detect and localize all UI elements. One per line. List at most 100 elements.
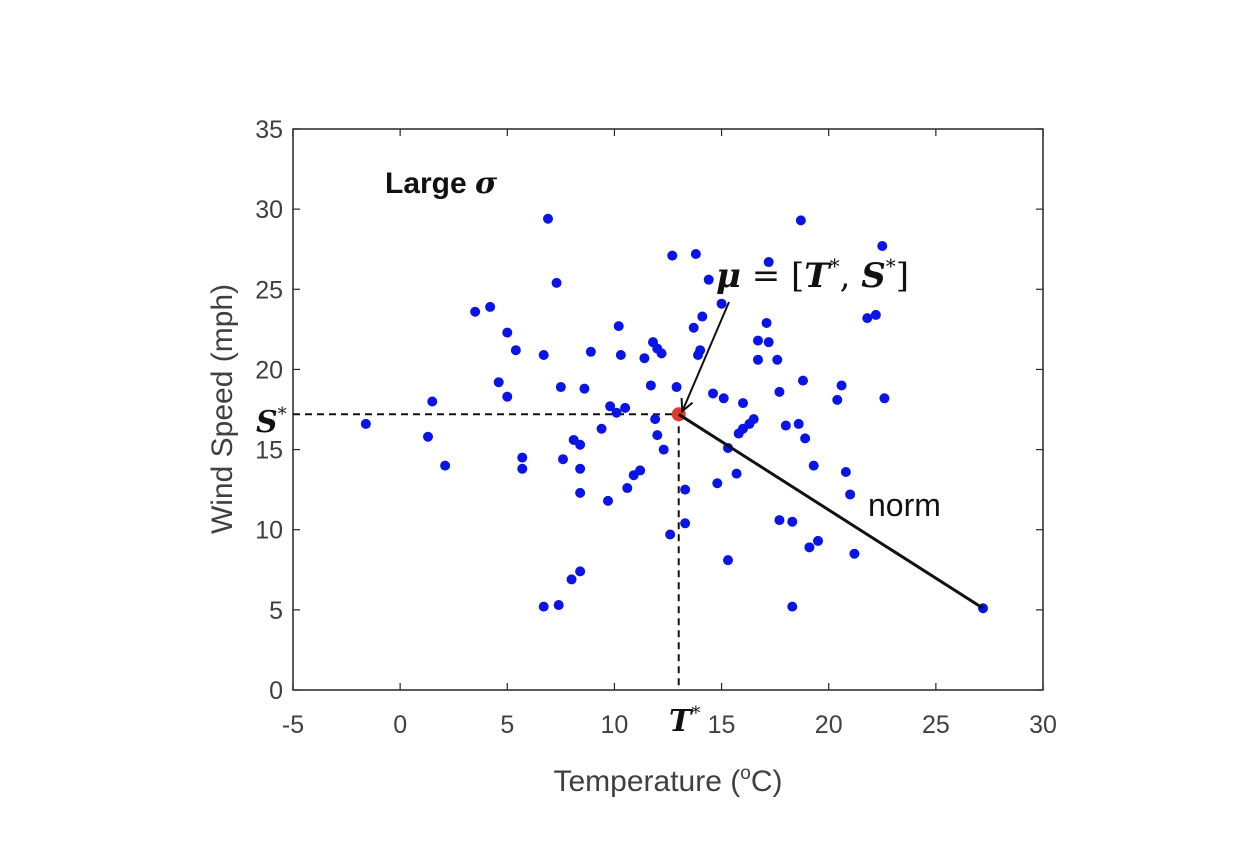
plot-frame xyxy=(292,128,1044,691)
data-point xyxy=(493,377,504,388)
data-point xyxy=(543,213,553,224)
data-point xyxy=(555,382,566,393)
data-point xyxy=(813,535,823,546)
data-point xyxy=(502,327,513,338)
data-point xyxy=(639,353,650,364)
data-point xyxy=(650,414,661,425)
data-point xyxy=(585,346,596,357)
x-tick-label: 10 xyxy=(601,711,629,739)
data-point xyxy=(605,401,616,412)
data-point xyxy=(360,418,371,429)
data-point xyxy=(575,439,586,450)
data-point xyxy=(622,483,633,494)
axis-ticks: -5 0 5 10 15 20 25 30 0 5 10 15 20 25 30 35 xyxy=(255,116,1057,739)
t-star-label: T* xyxy=(669,703,700,739)
data-point xyxy=(658,444,669,455)
data-point xyxy=(879,393,890,404)
data-point xyxy=(716,298,727,309)
data-point xyxy=(738,398,748,409)
y-axis-label: Wind Speed (mph) xyxy=(206,284,239,534)
data-point xyxy=(688,322,699,333)
data-point xyxy=(510,345,521,356)
data-point xyxy=(800,433,811,444)
data-point xyxy=(440,460,451,471)
data-point xyxy=(656,348,667,359)
data-point xyxy=(723,555,733,566)
s-star-label: S* xyxy=(256,404,287,440)
data-point xyxy=(832,394,843,405)
data-point xyxy=(793,418,804,429)
data-point xyxy=(804,542,815,553)
data-point xyxy=(690,249,701,260)
data-point xyxy=(753,354,763,365)
data-point xyxy=(693,350,703,361)
data-point xyxy=(423,431,433,442)
data-point xyxy=(551,277,562,288)
data-point xyxy=(558,454,568,465)
data-point xyxy=(849,548,860,559)
data-point xyxy=(708,388,718,399)
y-tick-label: 5 xyxy=(269,597,283,625)
data-point xyxy=(680,518,691,529)
data-point xyxy=(667,250,678,261)
data-point xyxy=(877,241,888,252)
mean-guide-lines xyxy=(293,413,680,690)
data-point xyxy=(620,402,631,413)
data-point xyxy=(763,337,774,348)
data-point xyxy=(517,452,528,463)
data-point xyxy=(671,382,682,393)
data-point xyxy=(703,274,714,285)
data-point xyxy=(787,601,798,612)
data-point xyxy=(712,478,723,489)
data-point xyxy=(774,515,785,526)
norm-line xyxy=(677,413,984,610)
data-point xyxy=(517,463,528,474)
data-point xyxy=(795,215,806,226)
data-point xyxy=(485,301,496,312)
data-point xyxy=(575,566,586,577)
data-point xyxy=(787,516,798,527)
data-point xyxy=(780,420,791,431)
data-point xyxy=(502,391,513,402)
data-point xyxy=(575,487,586,498)
x-tick-label: 25 xyxy=(922,711,950,739)
x-tick-label: 15 xyxy=(708,711,736,739)
data-point xyxy=(680,484,691,495)
data-point xyxy=(615,350,626,361)
annotations xyxy=(677,301,984,610)
data-point xyxy=(840,467,851,478)
norm-label: norm xyxy=(868,487,941,523)
x-axis-label: Temperature (oC) xyxy=(554,763,783,798)
data-point xyxy=(753,335,763,346)
data-point xyxy=(579,383,590,394)
data-point xyxy=(611,407,622,418)
y-tick-label: 25 xyxy=(255,276,283,304)
data-point xyxy=(538,601,549,612)
data-point xyxy=(808,460,819,471)
data-point xyxy=(798,375,808,386)
data-point xyxy=(697,311,708,322)
data-point xyxy=(652,430,663,441)
data-point xyxy=(470,306,481,317)
data-point xyxy=(718,393,729,404)
data-point xyxy=(731,468,742,479)
x-tick-label: 20 xyxy=(815,711,843,739)
data-point xyxy=(553,600,564,611)
data-point xyxy=(596,423,607,434)
data-points xyxy=(360,213,988,614)
data-point xyxy=(575,463,586,474)
x-tick-label: 0 xyxy=(393,711,407,739)
data-point xyxy=(763,257,774,268)
data-point xyxy=(836,380,847,391)
y-tick-label: 15 xyxy=(255,437,283,465)
x-tick-label: 5 xyxy=(500,711,514,739)
data-point xyxy=(427,396,438,407)
y-tick-label: 10 xyxy=(255,517,283,545)
data-point xyxy=(538,350,549,361)
y-tick-label: 35 xyxy=(255,116,283,144)
data-point xyxy=(645,380,656,391)
data-point xyxy=(603,495,613,506)
data-point xyxy=(613,321,624,332)
data-point xyxy=(748,414,759,425)
